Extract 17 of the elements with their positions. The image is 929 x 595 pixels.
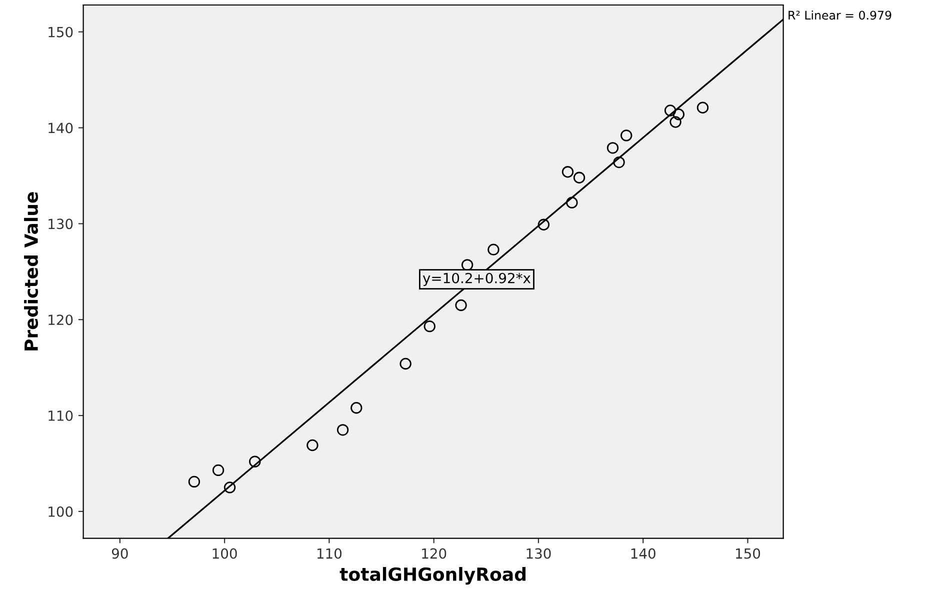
y-tick-label: 150: [48, 26, 73, 38]
annotation: y=10.2+0.92*x: [422, 272, 531, 286]
x-tick-label: 150: [736, 548, 760, 559]
x-tick-label: 130: [526, 548, 551, 559]
y-tick-label: 130: [48, 218, 73, 230]
x-tick-label: 140: [631, 548, 656, 559]
x-tick-label: 120: [422, 548, 446, 559]
y-tick-label: 120: [48, 314, 73, 326]
x-tick-label: 100: [212, 548, 237, 559]
x-tick-label: 110: [317, 548, 342, 559]
y-tick-label: 140: [48, 122, 73, 134]
text: R² Linear = 0.979: [788, 10, 892, 20]
y-tick-label: 100: [48, 506, 73, 517]
y-tick-label: 110: [48, 410, 73, 421]
y-axis-title: Predicted Value: [24, 192, 38, 350]
x-axis-title: totalGHGonlyRoad: [340, 567, 526, 585]
x-tick-label: 90: [112, 548, 128, 559]
